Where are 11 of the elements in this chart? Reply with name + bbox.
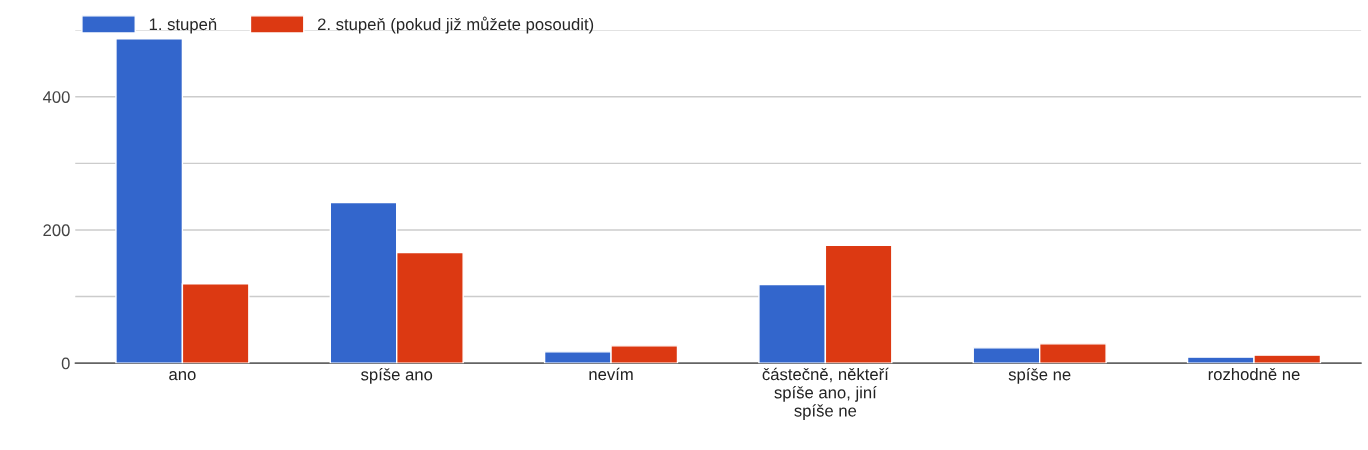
x-tick-label: rozhodně ne xyxy=(1208,367,1300,381)
y-tick-label: 400 xyxy=(42,91,70,103)
x-tick-label: spíše ano xyxy=(361,368,433,384)
x-tick-label: spíše ne xyxy=(1008,368,1071,384)
legend-label: 2. stupeň (pokud již můžete posoudit) xyxy=(317,16,594,34)
x-tick-label: částečně, někteří spíše ano, jiní spíše ne xyxy=(762,367,889,420)
x-tick-label: nevím xyxy=(589,367,633,381)
legend-label: 1. stupeň xyxy=(149,17,217,34)
y-tick-label: 0 xyxy=(61,357,70,370)
y-tick-label: 200 xyxy=(43,224,70,237)
x-tick-label: ano xyxy=(169,371,196,381)
